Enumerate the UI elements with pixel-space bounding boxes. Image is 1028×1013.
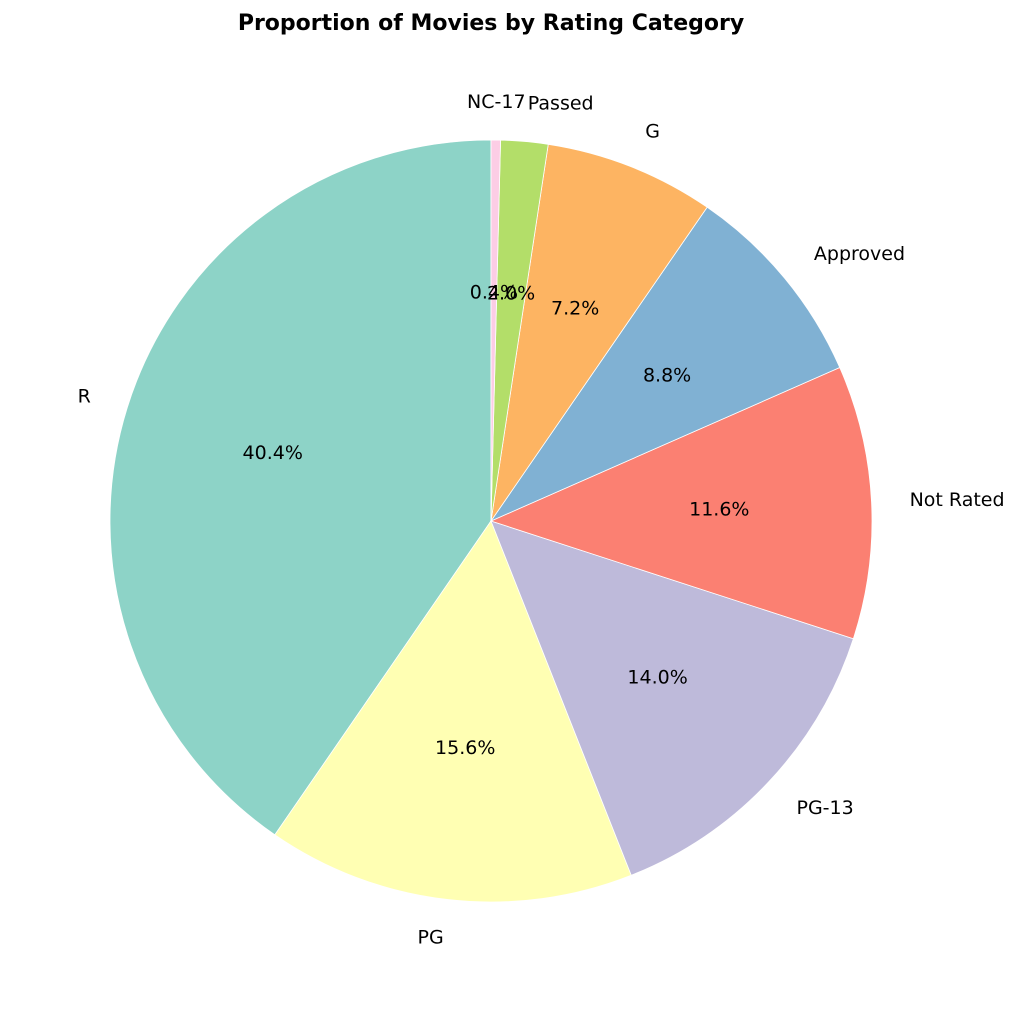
slice-label-pg-13: PG-13 [797,797,854,819]
pie-slice-r [109,139,492,836]
pct-label-not-rated: 11.6% [689,499,749,521]
pie-slice-pg [274,520,632,903]
slice-label-passed: Passed [528,93,594,115]
pie-labels: R 40.4% PG 15.6% PG-13 14.0% Not Rated 11.6% App… [78,91,1005,949]
pie-slice-approved [489,206,841,522]
slice-label-not-rated: Not Rated [910,489,1005,511]
pie-slice-not-rated [489,366,873,640]
pct-label-passed: 2.0% [487,282,535,304]
pct-label-nc-17: 0.4% [470,281,518,303]
pie-slice-nc-17 [490,139,501,522]
pct-label-pg: 15.6% [435,737,495,759]
slice-label-approved: Approved [814,243,905,265]
pie-slice-g [490,143,708,522]
pct-label-r: 40.4% [243,442,303,464]
pct-label-pg-13: 14.0% [627,667,687,689]
pct-label-approved: 8.8% [643,364,691,386]
pie-slices [109,139,873,903]
slice-label-pg: PG [418,926,444,948]
slice-label-nc-17: NC-17 [467,91,526,113]
pct-label-g: 7.2% [551,298,599,320]
slice-label-r: R [78,386,91,408]
slice-label-g: G [645,120,660,142]
chart-title: Proportion of Movies by Rating Category [237,11,745,36]
